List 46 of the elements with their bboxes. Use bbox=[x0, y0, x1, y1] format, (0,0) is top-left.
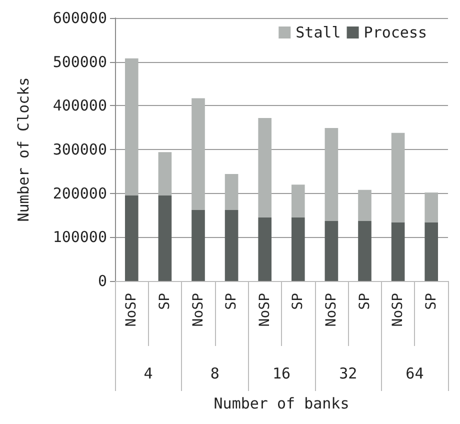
bar bbox=[192, 210, 205, 281]
bar bbox=[258, 118, 272, 218]
x-tick-label: NoSP bbox=[124, 293, 140, 327]
y-axis-title: Number of Clocks bbox=[14, 77, 32, 222]
y-tick-label: 600000 bbox=[52, 9, 107, 27]
text: 32 bbox=[339, 364, 358, 382]
bar bbox=[224, 210, 238, 281]
x-tick-label: NoSP bbox=[190, 293, 206, 327]
x-tick-label: NoSP bbox=[323, 293, 340, 327]
bar bbox=[124, 196, 138, 281]
x-tick-label: SP bbox=[224, 293, 240, 310]
x-tick-label: SP bbox=[423, 293, 440, 310]
x-tick-label: NoSP bbox=[256, 293, 273, 327]
bar bbox=[391, 132, 405, 222]
y-tick-label: 100000 bbox=[52, 228, 107, 246]
y-tick-label: 0 bbox=[98, 272, 107, 290]
x-axis-title: Number of banks bbox=[214, 394, 350, 412]
bar bbox=[291, 217, 305, 281]
bar bbox=[324, 220, 338, 281]
bar bbox=[391, 222, 405, 281]
x-tick-label: SP bbox=[156, 293, 173, 310]
bar bbox=[358, 220, 372, 281]
bar bbox=[324, 128, 338, 221]
x-tick-label: NoSP bbox=[390, 293, 406, 327]
text: 16 bbox=[272, 364, 291, 382]
bar bbox=[291, 184, 305, 218]
bar bbox=[158, 152, 172, 196]
bar bbox=[424, 222, 438, 281]
bar bbox=[424, 192, 438, 222]
text: 8 bbox=[210, 364, 220, 382]
x-tick-label: SP bbox=[356, 293, 373, 310]
bar bbox=[192, 98, 205, 210]
y-tick-label: 200000 bbox=[52, 184, 107, 202]
text: 64 bbox=[406, 364, 424, 382]
text: 4 bbox=[144, 364, 153, 382]
legend-label: Stall bbox=[296, 24, 341, 42]
bar bbox=[224, 174, 238, 210]
legend-label: Process bbox=[364, 24, 428, 42]
bar bbox=[158, 196, 172, 281]
bar bbox=[258, 217, 272, 281]
y-tick-label: 400000 bbox=[52, 96, 107, 115]
bar bbox=[358, 190, 372, 221]
x-tick-label: SP bbox=[290, 293, 306, 310]
bar bbox=[124, 58, 138, 196]
y-tick-label: 300000 bbox=[52, 140, 107, 158]
y-tick-label: 500000 bbox=[52, 52, 107, 71]
